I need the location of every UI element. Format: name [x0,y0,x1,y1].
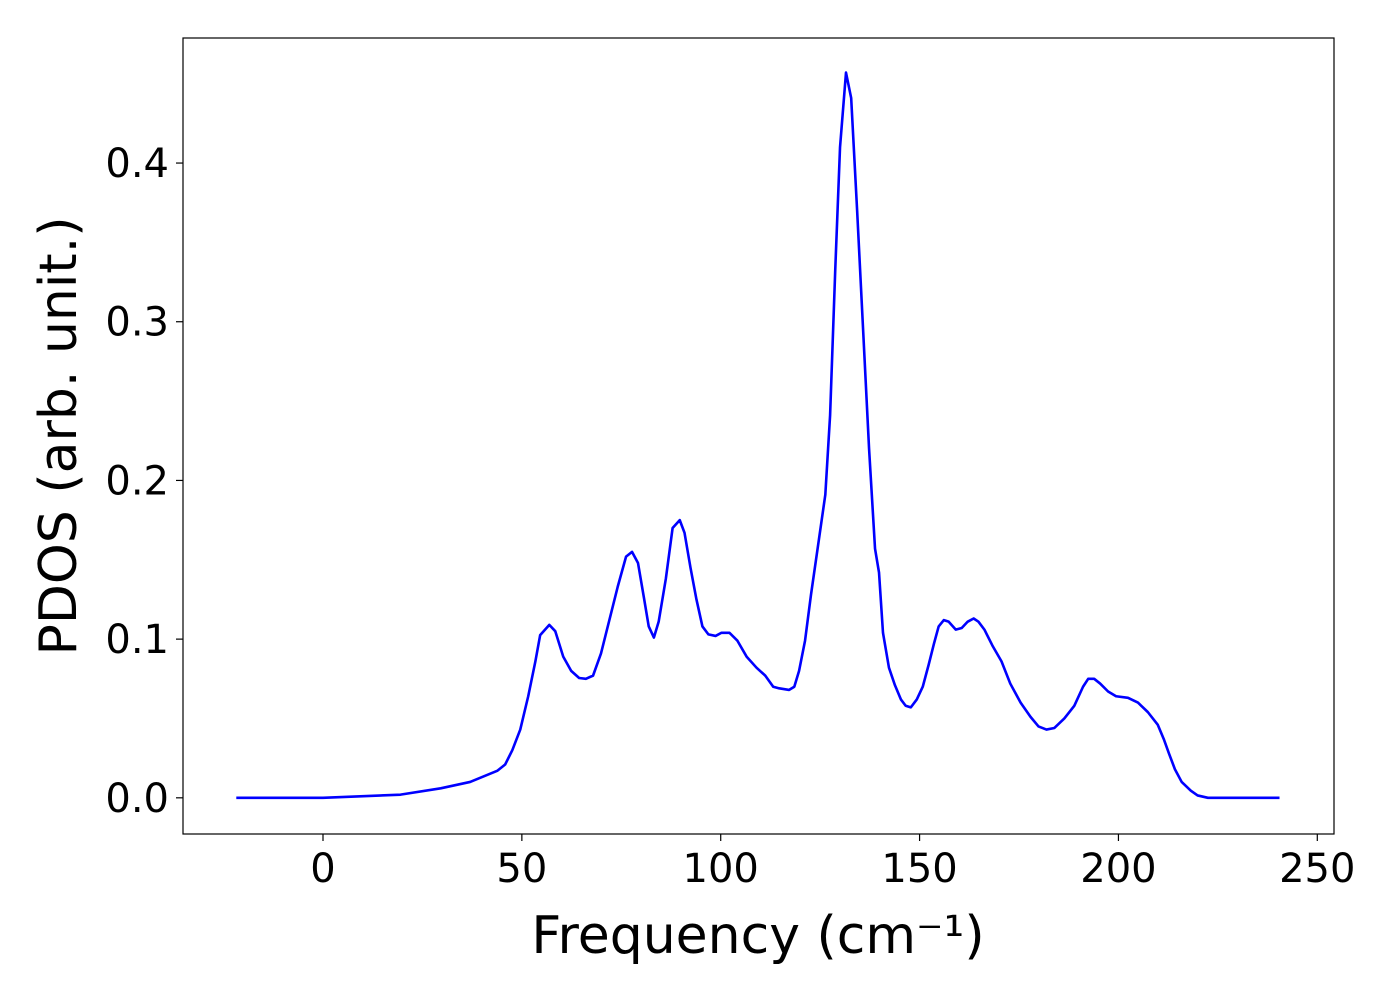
x-tick-label: 150 [881,846,957,892]
y-axis-label: PDOS (arb. unit.) [29,216,89,655]
data-line [236,71,1280,800]
x-tick-label: 0 [310,846,335,892]
x-axis-label: Frequency (cm⁻¹) [531,906,984,966]
y-tick-label: 0.2 [105,458,169,504]
x-tick-label: 200 [1080,846,1156,892]
x-tick-label: 50 [496,846,547,892]
y-tick-label: 0.1 [105,617,169,663]
x-tick-label: 100 [683,846,759,892]
y-tick-label: 0.4 [105,141,169,187]
x-tick-label: 250 [1279,846,1355,892]
y-tick-label: 0.3 [105,300,169,346]
plot-frame [182,37,1335,835]
y-tick-label: 0.0 [105,776,169,822]
